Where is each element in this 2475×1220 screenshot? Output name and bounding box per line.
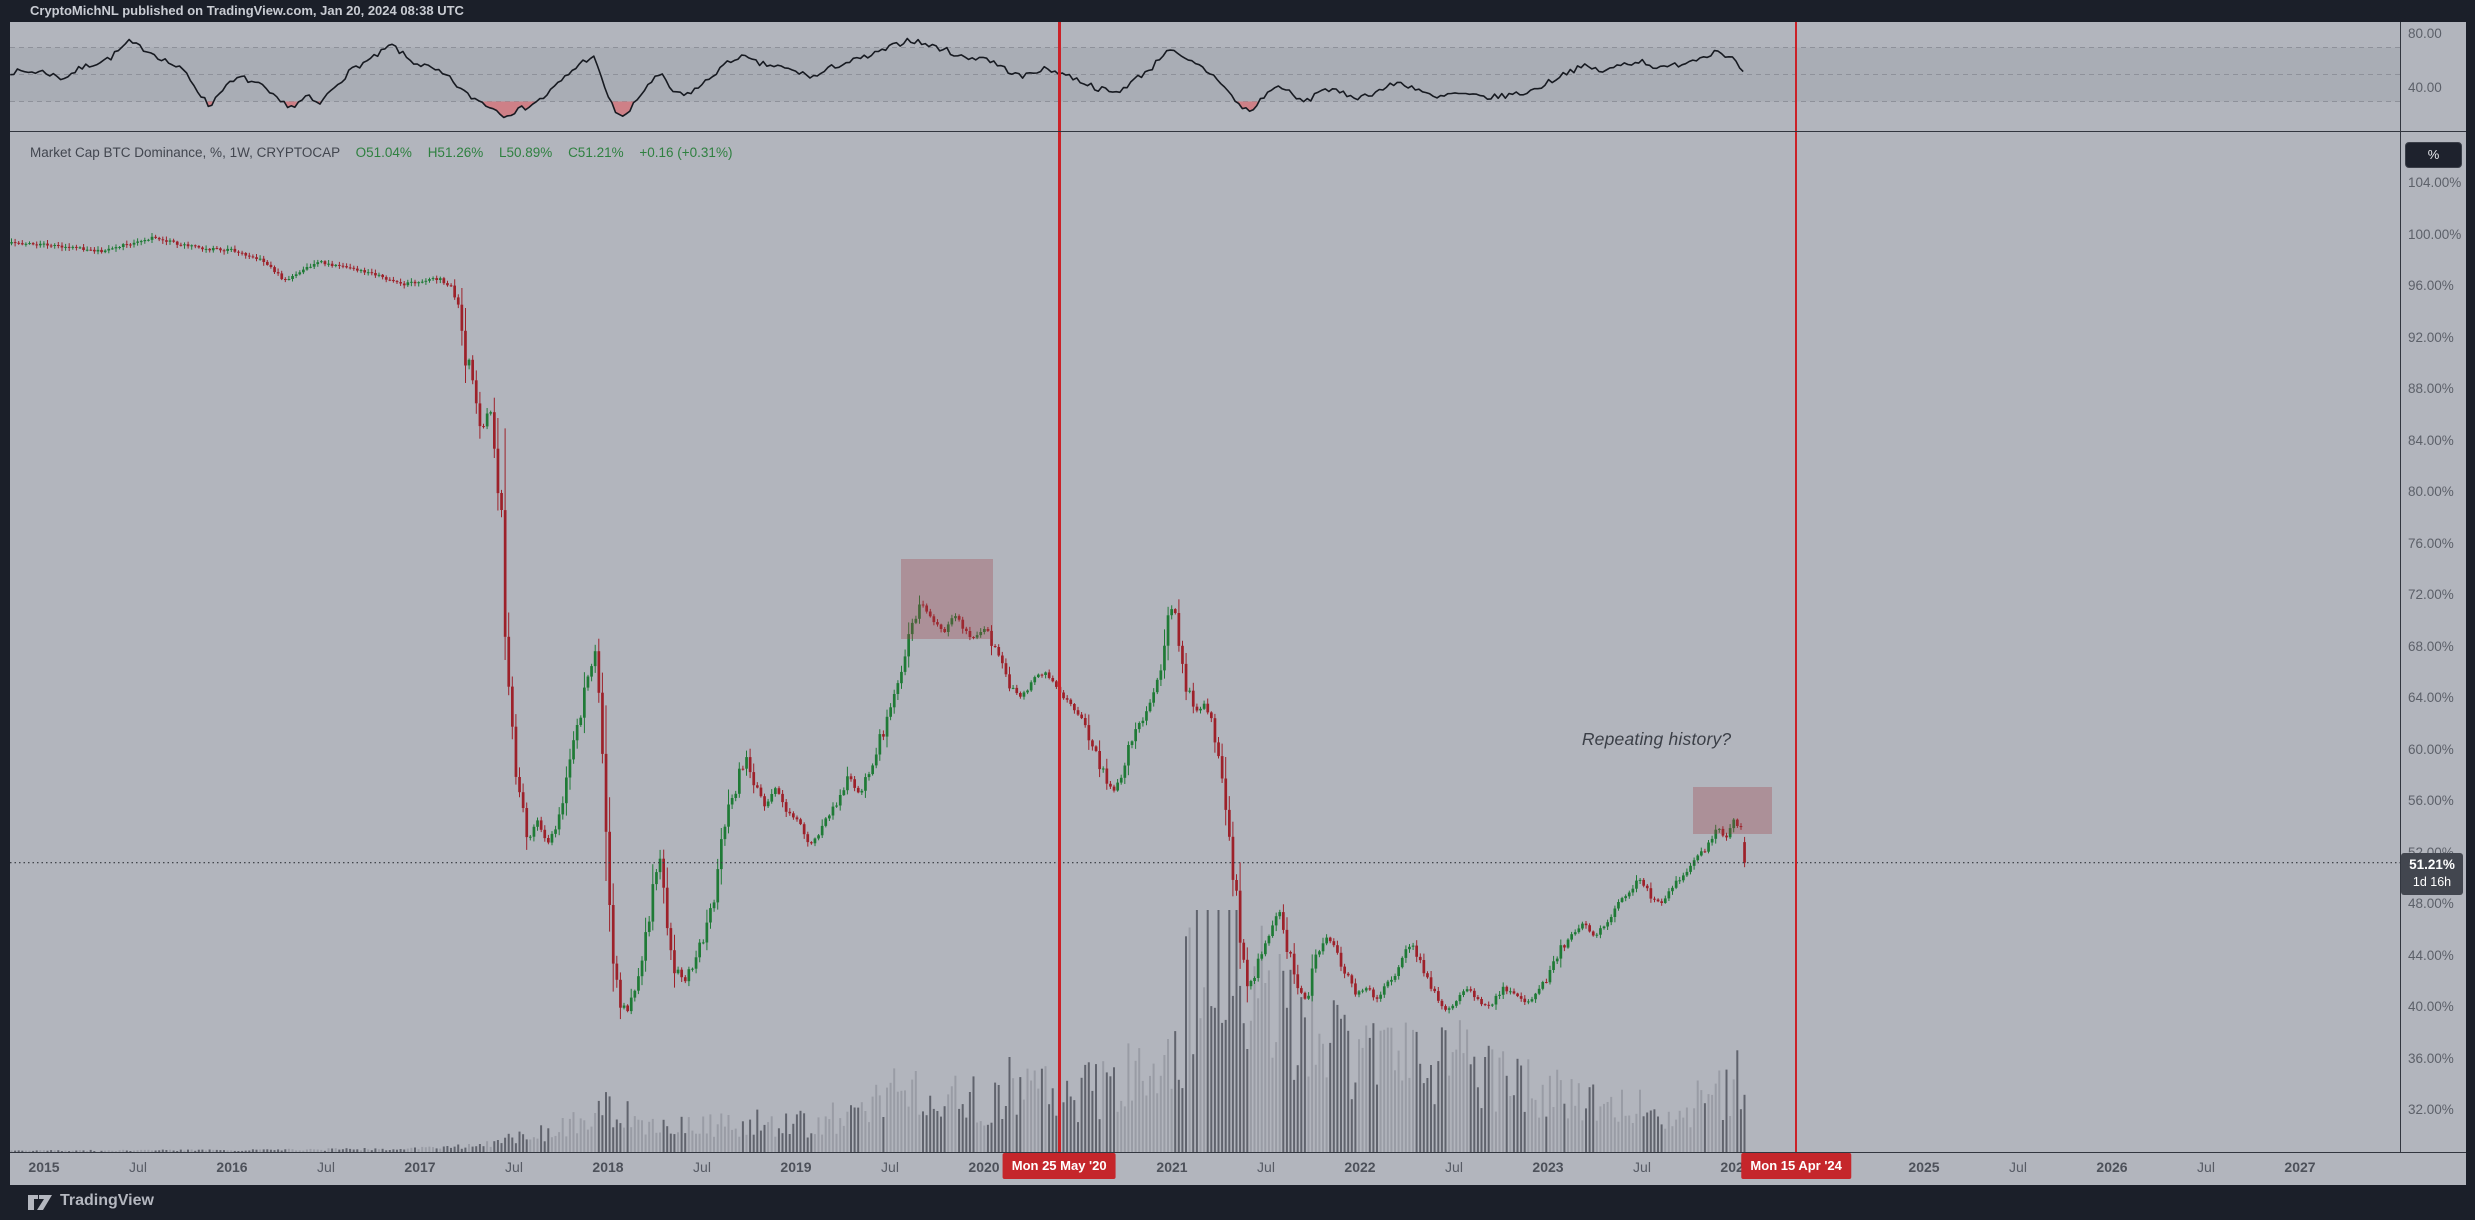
vertical-line-may-2020[interactable] bbox=[1058, 22, 1061, 1152]
legend-low-value: L50.89% bbox=[499, 145, 553, 160]
time-axis-jul-label: Jul bbox=[693, 1159, 711, 1175]
time-axis-jul-label: Jul bbox=[2009, 1159, 2027, 1175]
time-axis-year-label: 2022 bbox=[1344, 1159, 1376, 1175]
time-axis-year-label: 2025 bbox=[1908, 1159, 1940, 1175]
price-tick-label: 104.00% bbox=[2408, 175, 2462, 190]
bar-countdown: 1d 16h bbox=[2412, 875, 2452, 889]
price-tick-label: 60.00% bbox=[2408, 741, 2454, 757]
price-tick-label: 40.00% bbox=[2408, 999, 2454, 1014]
price-tick-label: 92.00% bbox=[2408, 329, 2454, 345]
text-drawing-annotation[interactable]: Repeating history? bbox=[1581, 729, 1732, 750]
price-tick-label: 80.00% bbox=[2408, 484, 2454, 499]
legend-close-value: C51.21% bbox=[568, 145, 624, 160]
rsi-tick-label: 80.00 bbox=[2408, 26, 2442, 41]
price-tick-label: 96.00% bbox=[2408, 278, 2454, 293]
time-axis-jul-label: Jul bbox=[505, 1159, 523, 1175]
percent-scale-button[interactable]: % bbox=[2405, 142, 2462, 168]
price-tick-label: 88.00% bbox=[2408, 381, 2454, 396]
last-price-value: 51.21% bbox=[2409, 857, 2455, 872]
publish-info-bar: CryptoMichNL published on TradingView.co… bbox=[0, 0, 2475, 22]
time-axis-jul-label: Jul bbox=[129, 1159, 147, 1175]
price-tick-label: 64.00% bbox=[2408, 690, 2454, 705]
price-scale[interactable]: % 51.21% 1d 16h 104.00% 100.00% 96.00% 92.0… bbox=[2401, 22, 2466, 1152]
rsi-tick-label: 40.00 bbox=[2408, 80, 2442, 95]
price-tick-label: 36.00% bbox=[2408, 1050, 2454, 1066]
price-tick-label: 44.00% bbox=[2408, 947, 2454, 963]
price-tick-label: 84.00% bbox=[2408, 432, 2454, 448]
highlight-box-2024-top[interactable] bbox=[1692, 786, 1772, 835]
time-axis-border bbox=[10, 1152, 2466, 1153]
date-tag-may-2020: Mon 25 May '20 bbox=[1002, 1153, 1116, 1179]
vertical-line-apr-2024[interactable] bbox=[1794, 22, 1798, 1152]
footer-bar: TradingView bbox=[0, 1185, 2475, 1220]
time-axis-year-label: 2026 bbox=[2096, 1159, 2128, 1175]
time-axis-year-label: 2027 bbox=[2284, 1159, 2316, 1175]
price-tick-label: 48.00% bbox=[2408, 896, 2454, 911]
price-tick-label: 56.00% bbox=[2408, 793, 2454, 808]
chart-background bbox=[10, 22, 2466, 1185]
time-axis-year-label: 2019 bbox=[780, 1159, 812, 1175]
rsi-indicator-pane[interactable] bbox=[10, 22, 2400, 131]
legend-change-value: +0.16 (+0.31%) bbox=[639, 145, 733, 160]
price-candlestick-pane[interactable] bbox=[10, 131, 2400, 1152]
time-axis-jul-label: Jul bbox=[2197, 1159, 2215, 1175]
publish-info-text: CryptoMichNL published on TradingView.co… bbox=[30, 3, 464, 18]
time-axis-jul-label: Jul bbox=[317, 1159, 335, 1175]
time-axis-jul-label: Jul bbox=[1445, 1159, 1463, 1175]
time-axis-jul-label: Jul bbox=[1257, 1159, 1275, 1175]
time-axis-jul-label: Jul bbox=[881, 1159, 899, 1175]
symbol-legend: Market Cap BTC Dominance, %, 1W, CRYPTOC… bbox=[30, 145, 732, 160]
time-axis-year-label: 2020 bbox=[968, 1159, 1000, 1175]
tradingview-logo-icon[interactable] bbox=[28, 1193, 54, 1213]
time-axis-year-label: 2017 bbox=[404, 1159, 436, 1175]
legend-high-value: H51.26% bbox=[427, 145, 484, 160]
time-scale[interactable]: Mon 25 May '20 Mon 15 Apr '24 2015 Jul 201… bbox=[10, 1152, 2466, 1185]
time-axis-year-label: 2016 bbox=[216, 1159, 248, 1175]
tradingview-brand-text[interactable]: TradingView bbox=[60, 1192, 154, 1209]
highlight-box-2019-top[interactable] bbox=[901, 558, 994, 639]
time-axis-year-label: 2018 bbox=[592, 1159, 624, 1175]
price-tick-label: 76.00% bbox=[2408, 535, 2454, 551]
legend-symbol-title: Market Cap BTC Dominance, %, 1W, CRYPTOC… bbox=[30, 145, 340, 160]
price-tick-label: 72.00% bbox=[2408, 587, 2454, 602]
legend-open-value: O51.04% bbox=[355, 145, 412, 160]
price-tick-label: 68.00% bbox=[2408, 638, 2454, 654]
time-axis-year-label: 2023 bbox=[1532, 1159, 1564, 1175]
price-tick-label: 100.00% bbox=[2408, 226, 2462, 242]
time-axis-year-label: 2015 bbox=[28, 1159, 60, 1175]
price-tick-label: 32.00% bbox=[2408, 1102, 2454, 1117]
date-tag-apr-2024: Mon 15 Apr '24 bbox=[1741, 1153, 1851, 1179]
pane-separator[interactable] bbox=[10, 131, 2466, 132]
time-axis-year-label: 2021 bbox=[1156, 1159, 1188, 1175]
price-axis-border bbox=[2400, 22, 2401, 1152]
time-axis-jul-label: Jul bbox=[1633, 1159, 1651, 1175]
last-price-label: 51.21% 1d 16h bbox=[2401, 853, 2463, 895]
